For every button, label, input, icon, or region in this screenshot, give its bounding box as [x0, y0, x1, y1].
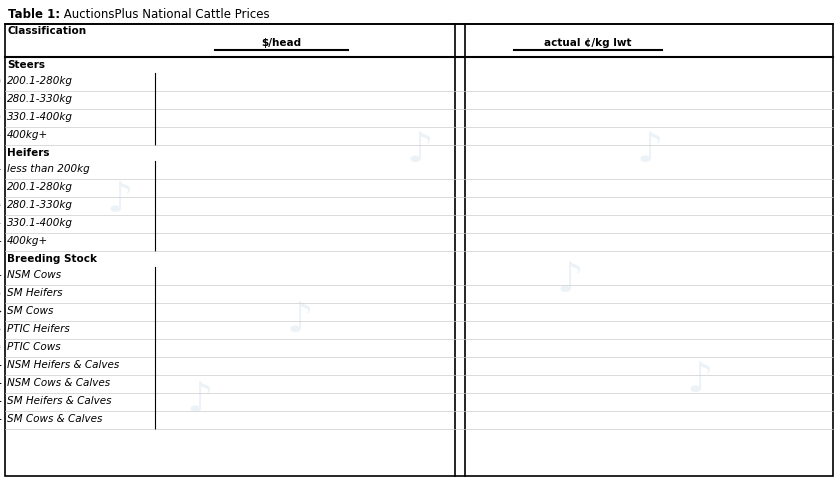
Text: PTIC Heifers: PTIC Heifers: [7, 324, 70, 334]
Text: SM Heifers & Calves: SM Heifers & Calves: [7, 396, 112, 406]
Text: SM Heifers: SM Heifers: [7, 288, 62, 298]
Text: 24: 24: [0, 130, 1, 140]
Text: PTIC Cows: PTIC Cows: [7, 342, 60, 352]
Text: -: -: [0, 360, 1, 370]
Text: AuctionsPlus National Cattle Prices: AuctionsPlus National Cattle Prices: [60, 8, 270, 21]
Text: SM Cows: SM Cows: [7, 306, 54, 316]
Text: 280.1-330kg: 280.1-330kg: [7, 200, 73, 210]
Text: SM Cows & Calves: SM Cows & Calves: [7, 414, 102, 424]
Text: -23: -23: [0, 218, 1, 228]
Text: 330.1-400kg: 330.1-400kg: [7, 218, 73, 228]
Text: 400kg+: 400kg+: [7, 236, 48, 246]
Text: Change: Change: [0, 26, 1, 36]
Text: -: -: [0, 236, 1, 246]
Text: Steers: Steers: [7, 60, 45, 70]
Text: -14: -14: [0, 324, 1, 334]
Text: Table 1:: Table 1:: [8, 8, 60, 21]
Text: $/head: $/head: [261, 38, 301, 48]
Text: -: -: [0, 270, 1, 280]
Text: 330.1-400kg: 330.1-400kg: [7, 112, 73, 122]
Text: -96: -96: [0, 182, 1, 192]
Text: ♪: ♪: [407, 129, 433, 171]
Text: 55: 55: [0, 288, 1, 298]
Text: 191: 191: [0, 164, 1, 174]
Text: 280.1-330kg: 280.1-330kg: [7, 94, 73, 104]
Text: Heifers: Heifers: [7, 148, 50, 158]
Text: 63: 63: [0, 94, 1, 104]
Text: less than 200kg: less than 200kg: [7, 164, 90, 174]
Text: -: -: [0, 396, 1, 406]
Text: 37: 37: [0, 342, 1, 352]
Text: ♪: ♪: [686, 359, 713, 401]
Text: ♪: ♪: [186, 379, 213, 421]
Text: Breeding Stock: Breeding Stock: [7, 254, 97, 264]
Text: 400kg+: 400kg+: [7, 130, 48, 140]
Text: ♪: ♪: [107, 179, 134, 221]
Text: 200.1-280kg: 200.1-280kg: [7, 182, 73, 192]
Text: 200.1-280kg: 200.1-280kg: [7, 76, 73, 86]
Text: ♪: ♪: [286, 299, 313, 341]
Text: NSM Heifers & Calves: NSM Heifers & Calves: [7, 360, 119, 370]
Text: 169: 169: [0, 200, 1, 210]
Text: ♪: ♪: [557, 259, 583, 301]
Text: Classification: Classification: [7, 26, 87, 36]
Text: actual ¢/kg lwt: actual ¢/kg lwt: [544, 38, 632, 48]
Text: NSM Cows: NSM Cows: [7, 270, 61, 280]
Text: NSM Cows & Calves: NSM Cows & Calves: [7, 378, 110, 388]
Text: -: -: [0, 306, 1, 316]
Text: 52: 52: [0, 76, 1, 86]
Text: -: -: [0, 378, 1, 388]
Text: -: -: [0, 414, 1, 424]
Text: 25: 25: [0, 112, 1, 122]
Text: ♪: ♪: [637, 129, 664, 171]
